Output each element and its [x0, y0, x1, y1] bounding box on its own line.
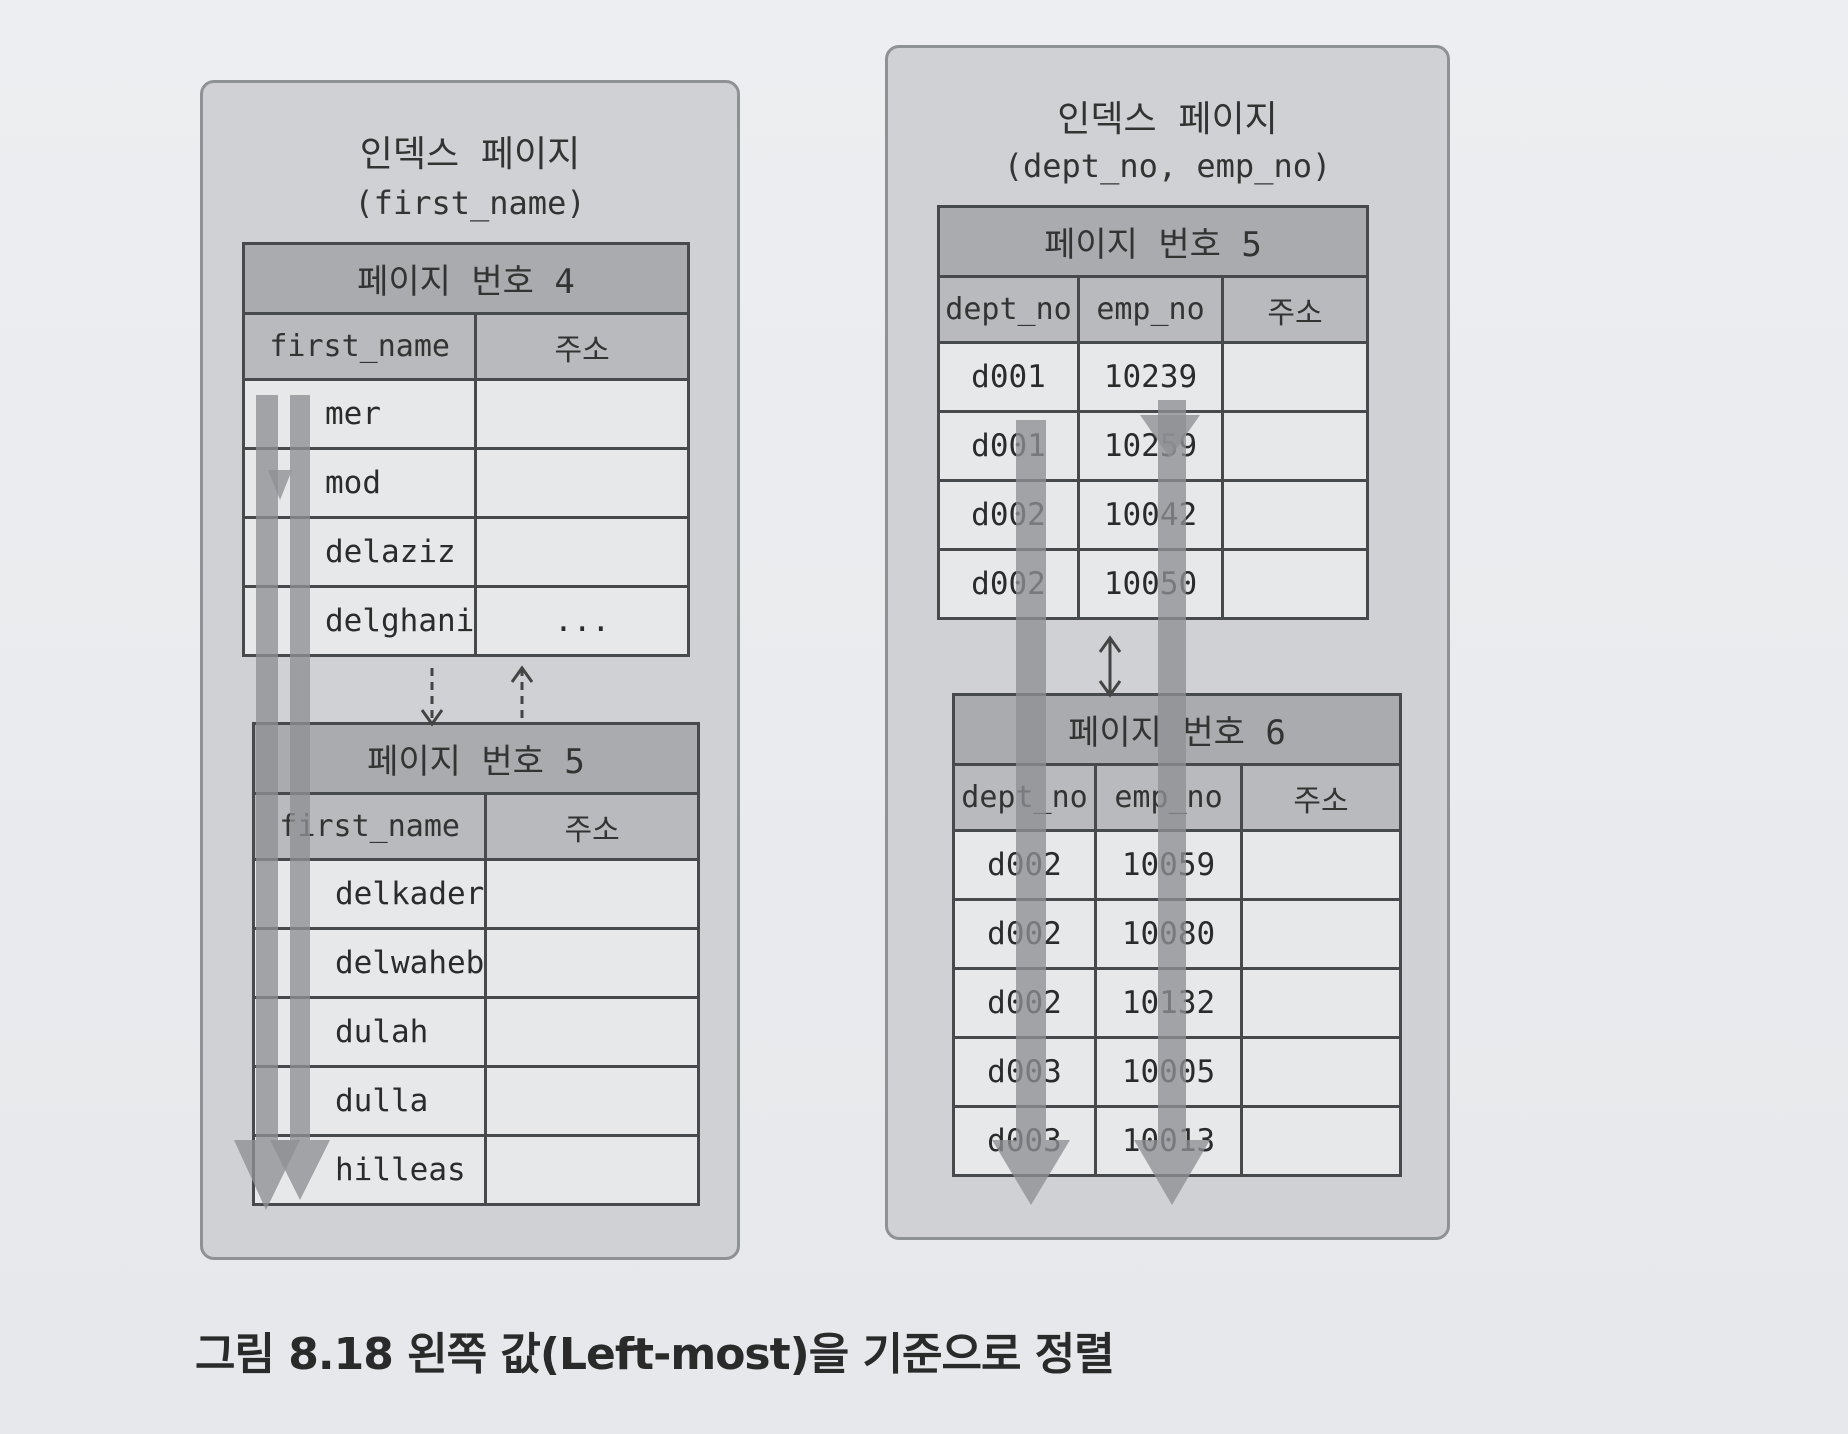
table-cell-emp-no: 10050 — [1077, 548, 1224, 620]
table-cell-address — [1240, 1036, 1402, 1108]
column-header-dept-no: dept_no — [937, 275, 1080, 344]
column-header-dept-no: dept_no — [952, 763, 1097, 832]
table-cell-emp-no: 10005 — [1094, 1036, 1243, 1108]
column-header-address: 주소 — [1240, 763, 1402, 832]
table-cell-address — [484, 1134, 700, 1206]
table-cell-dept-no: d003 — [952, 1105, 1097, 1177]
table-cell-dept-no: d002 — [952, 829, 1097, 901]
table-cell-dept-no: d002 — [952, 967, 1097, 1039]
table-cell-name: delwaheb — [251, 927, 488, 999]
left-panel-title: 인덱스 페이지 — [359, 134, 581, 175]
column-header-first-name: first_name — [241, 312, 478, 381]
table-cell-address — [474, 447, 690, 519]
left-page-4-table: 페이지 번호 4 first_name 주소 mer mod delaziz d… — [241, 242, 690, 657]
page-header: 페이지 번호 4 — [242, 242, 690, 315]
table-cell-name: mod — [241, 447, 478, 519]
left-page-5-table: 페이지 번호 5 first_name 주소 delkader delwaheb… — [251, 722, 700, 1206]
table-cell-address — [1240, 829, 1402, 901]
table-cell-ellipsis: ... — [474, 585, 690, 657]
column-header-address: 주소 — [474, 312, 690, 381]
left-panel-subtitle: (first_name) — [354, 184, 586, 222]
table-cell-name: mer — [241, 378, 478, 450]
table-cell-name: delaziz — [241, 516, 478, 588]
table-cell-address — [474, 516, 690, 588]
table-cell-address — [1221, 410, 1369, 482]
table-cell-dept-no: d001 — [937, 341, 1080, 413]
table-cell-name: dulla — [251, 1065, 488, 1137]
table-cell-address — [484, 858, 700, 930]
column-header-first-name: first_name — [251, 792, 488, 861]
table-cell-address — [484, 927, 700, 999]
table-cell-dept-no: d001 — [937, 410, 1080, 482]
table-cell-emp-no: 10080 — [1094, 898, 1243, 970]
right-page-5-table: 페이지 번호 5 dept_no emp_no 주소 d001 10239 d00… — [937, 205, 1369, 620]
table-cell-dept-no: d003 — [952, 1036, 1097, 1108]
table-cell-name: delghani — [241, 585, 478, 657]
table-cell-address — [474, 378, 690, 450]
table-cell-address — [1221, 479, 1369, 551]
table-cell-address — [1240, 898, 1402, 970]
table-cell-name: hilleas — [251, 1134, 488, 1206]
table-cell-dept-no: d002 — [937, 548, 1080, 620]
table-cell-address — [484, 996, 700, 1068]
column-header-address: 주소 — [484, 792, 700, 861]
table-cell-emp-no: 10042 — [1077, 479, 1224, 551]
table-cell-address — [484, 1065, 700, 1137]
right-panel-title: 인덱스 페이지 — [1057, 99, 1278, 140]
column-header-emp-no: emp_no — [1077, 275, 1224, 344]
table-cell-name: delkader — [251, 858, 488, 930]
table-cell-emp-no: 10259 — [1077, 410, 1224, 482]
table-cell-emp-no: 10132 — [1094, 967, 1243, 1039]
table-cell-address — [1240, 967, 1402, 1039]
table-cell-emp-no: 10239 — [1077, 341, 1224, 413]
column-header-emp-no: emp_no — [1094, 763, 1243, 832]
right-panel-subtitle: (dept_no, emp_no) — [1003, 147, 1332, 185]
table-cell-address — [1240, 1105, 1402, 1177]
table-cell-address — [1221, 341, 1369, 413]
table-cell-emp-no: 10059 — [1094, 829, 1243, 901]
page-header: 페이지 번호 5 — [252, 722, 700, 795]
column-header-address: 주소 — [1221, 275, 1369, 344]
page-header: 페이지 번호 6 — [952, 693, 1402, 766]
table-cell-name: dulah — [251, 996, 488, 1068]
table-cell-address — [1221, 548, 1369, 620]
page-header: 페이지 번호 5 — [937, 205, 1369, 278]
table-cell-dept-no: d002 — [952, 898, 1097, 970]
right-page-6-table: 페이지 번호 6 dept_no emp_no 주소 d002 10059 d00… — [952, 693, 1402, 1177]
table-cell-emp-no: 10013 — [1094, 1105, 1243, 1177]
table-cell-dept-no: d002 — [937, 479, 1080, 551]
figure-caption: 그림 8.18 왼쪽 값(Left-most)을 기준으로 정렬 — [195, 1329, 1115, 1380]
